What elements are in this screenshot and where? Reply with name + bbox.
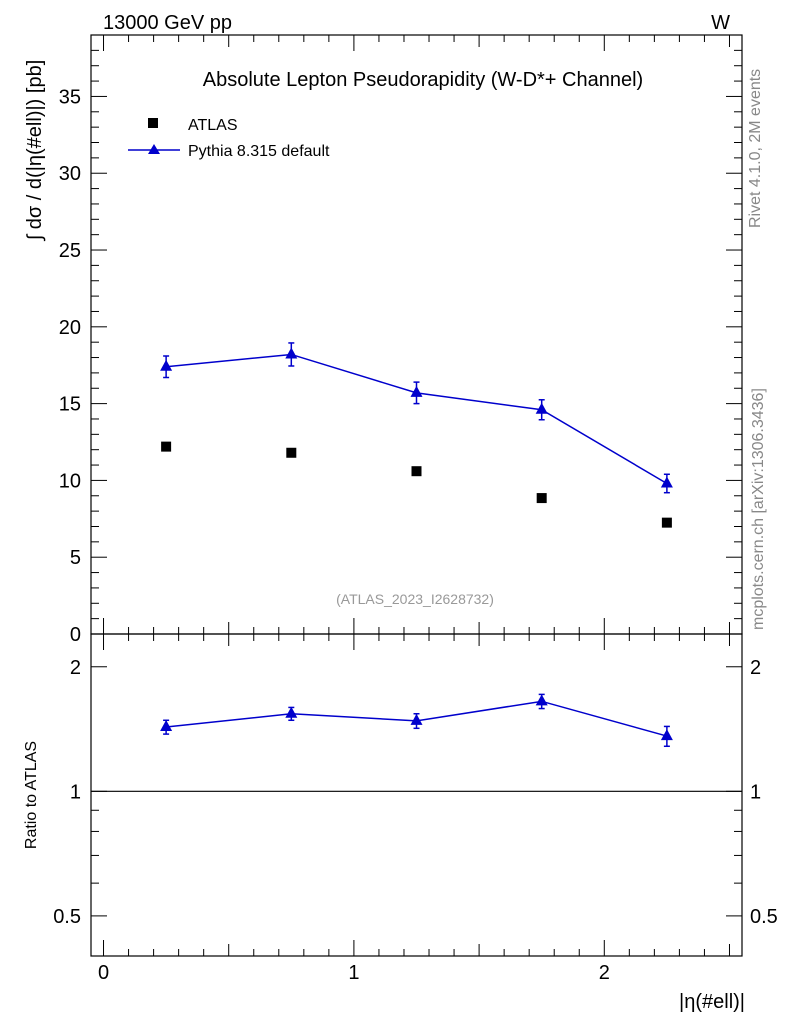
main-data-marks <box>160 342 673 528</box>
ratio-point <box>160 720 173 732</box>
ratio-point <box>660 729 673 741</box>
pythia-point <box>535 402 548 414</box>
atlas-point <box>661 517 672 528</box>
rivet-label: Rivet 4.1.0, 2M events <box>747 69 764 228</box>
ratio-y-axis-label: Ratio to ATLAS <box>23 741 40 849</box>
atlas-point <box>536 493 547 504</box>
legend-pythia-label: Pythia 8.315 default <box>188 143 330 160</box>
main-y-tick-label: 15 <box>59 394 81 416</box>
ratio-y-tick-label-right: 0.5 <box>750 906 778 928</box>
ratio-y-tick-label-left: 2 <box>70 657 81 679</box>
atlas-point <box>286 447 297 458</box>
energy-label: 13000 GeV pp <box>103 12 232 34</box>
main-y-tick-label: 20 <box>59 317 81 339</box>
main-y-tick-label: 30 <box>59 163 81 185</box>
x-tick-label: 0 <box>98 962 109 984</box>
ratio-panel: 0.5 0.5 1 1 2 2 0 1 2 Ratio to ATLAS |η(#ell)| <box>23 633 778 1013</box>
analysis-watermark: (ATLAS_2023_I2628732) <box>336 591 494 607</box>
main-panel: 0 5 10 15 20 25 30 35 Absolute Lepton Pseudorap… <box>24 34 743 646</box>
main-x-ticks <box>103 35 730 634</box>
pythia-point <box>410 385 423 397</box>
chart-title: Absolute Lepton Pseudorapidity (W-D*+ Ch… <box>203 69 643 91</box>
ratio-point <box>285 706 298 718</box>
main-y-tick-label: 25 <box>59 240 81 262</box>
ratio-point <box>410 713 423 725</box>
main-y-ticks: 0 5 10 15 20 25 30 35 <box>59 34 742 646</box>
legend-pythia-marker <box>148 144 160 154</box>
ratio-y-tick-label-left: 1 <box>70 781 81 803</box>
mcplots-label: mcplots.cern.ch [arXiv:1306.3436] <box>750 388 767 630</box>
main-y-tick-label: 10 <box>59 470 81 492</box>
ratio-y-tick-label-left: 0.5 <box>53 906 81 928</box>
atlas-point <box>161 441 172 452</box>
main-y-tick-label: 0 <box>70 624 81 646</box>
process-label: W <box>711 12 730 34</box>
legend: ATLAS Pythia 8.315 default <box>128 117 330 160</box>
x-tick-label: 1 <box>348 962 359 984</box>
x-axis-label: |η(#ell)| <box>679 991 745 1013</box>
pythia-point <box>660 476 673 488</box>
main-y-tick-label: 5 <box>70 547 81 569</box>
main-y-axis-label: ∫ dσ / d(|η(#ell)|) [pb] <box>24 60 46 242</box>
ratio-frame <box>90 633 743 957</box>
pythia-point <box>285 347 298 359</box>
ratio-point <box>535 694 548 706</box>
x-tick-label: 2 <box>599 962 610 984</box>
legend-atlas-label: ATLAS <box>188 117 238 134</box>
main-y-tick-label: 35 <box>59 86 81 108</box>
ratio-y-tick-label-right: 1 <box>750 781 761 803</box>
ratio-data-marks <box>160 693 673 748</box>
ratio-y-tick-label-right: 2 <box>750 657 761 679</box>
ratio-x-ticks: 0 1 2 <box>98 634 730 984</box>
ratio-y-ticks: 0.5 0.5 1 1 2 2 <box>53 657 778 957</box>
atlas-point <box>411 466 422 477</box>
legend-atlas-marker <box>148 118 158 128</box>
pythia-point <box>160 359 173 371</box>
pythia-line <box>166 353 668 485</box>
